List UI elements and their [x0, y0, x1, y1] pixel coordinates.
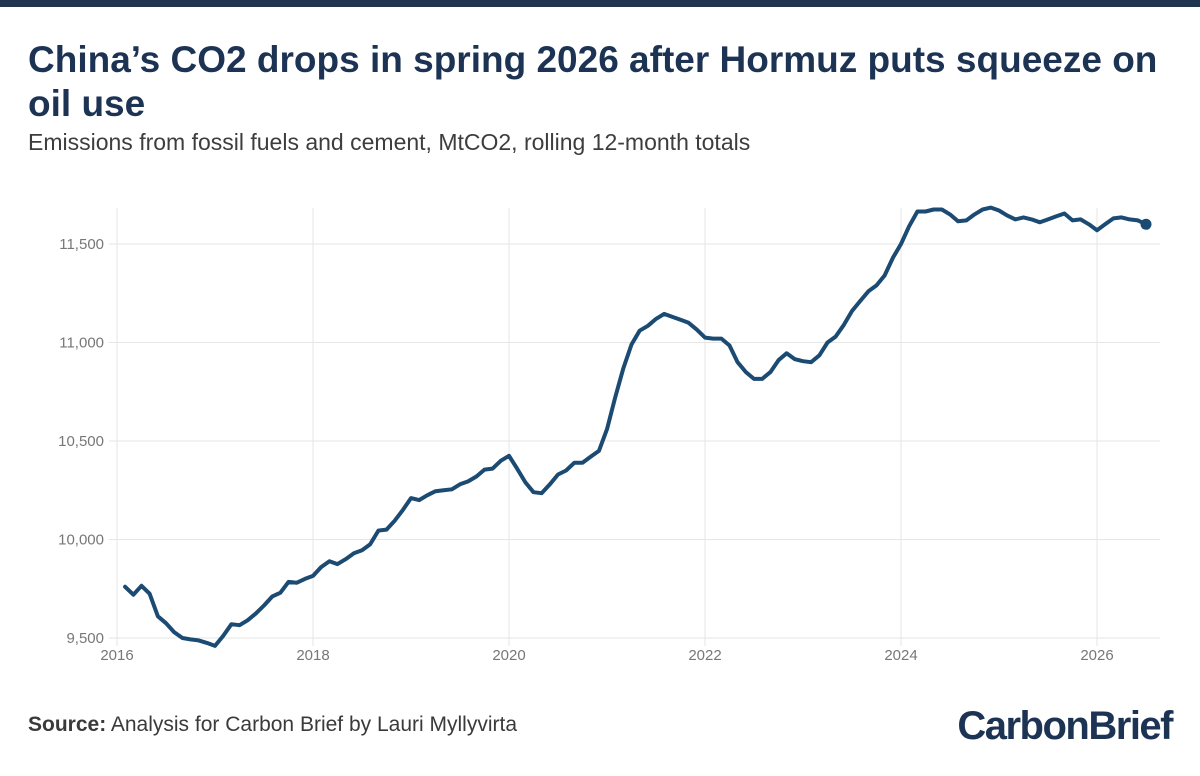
x-tick-label: 2018 — [296, 647, 329, 664]
y-tick-label: 10,000 — [58, 532, 104, 549]
x-tick-label: 2020 — [492, 647, 525, 664]
series-line — [123, 205, 1148, 648]
y-tick-label: 9,500 — [66, 630, 104, 647]
series-layer — [123, 205, 1152, 648]
chart-subtitle: Emissions from fossil fuels and cement, … — [28, 129, 751, 155]
x-tick-label: 2016 — [100, 647, 133, 664]
x-tick-label: 2024 — [884, 647, 917, 664]
chart-title: China’s CO2 drops in spring 2026 after H… — [28, 39, 1158, 124]
grid-lines — [109, 208, 1160, 646]
y-tick-label: 10,500 — [58, 433, 104, 450]
x-tick-label: 2026 — [1080, 647, 1113, 664]
line-chart: 9,500 10,000 10,500 11,000 11,500 2016 2018 202… — [58, 205, 1160, 664]
series-end-marker — [1140, 218, 1152, 230]
carbon-brief-logo[interactable]: CarbonBrief — [957, 704, 1173, 748]
source-note: Source: Analysis for Carbon Brief by Lau… — [28, 710, 517, 740]
tick-labels: 9,500 10,000 10,500 11,000 11,500 2016 2018 202… — [58, 236, 1114, 664]
source-label: Source: — [28, 713, 107, 736]
top-accent-bar — [0, 0, 1200, 7]
y-tick-label: 11,000 — [59, 335, 104, 352]
x-tick-label: 2022 — [688, 647, 721, 664]
source-text: Analysis for Carbon Brief by Lauri Mylly… — [106, 713, 517, 736]
y-tick-label: 11,500 — [59, 236, 104, 253]
